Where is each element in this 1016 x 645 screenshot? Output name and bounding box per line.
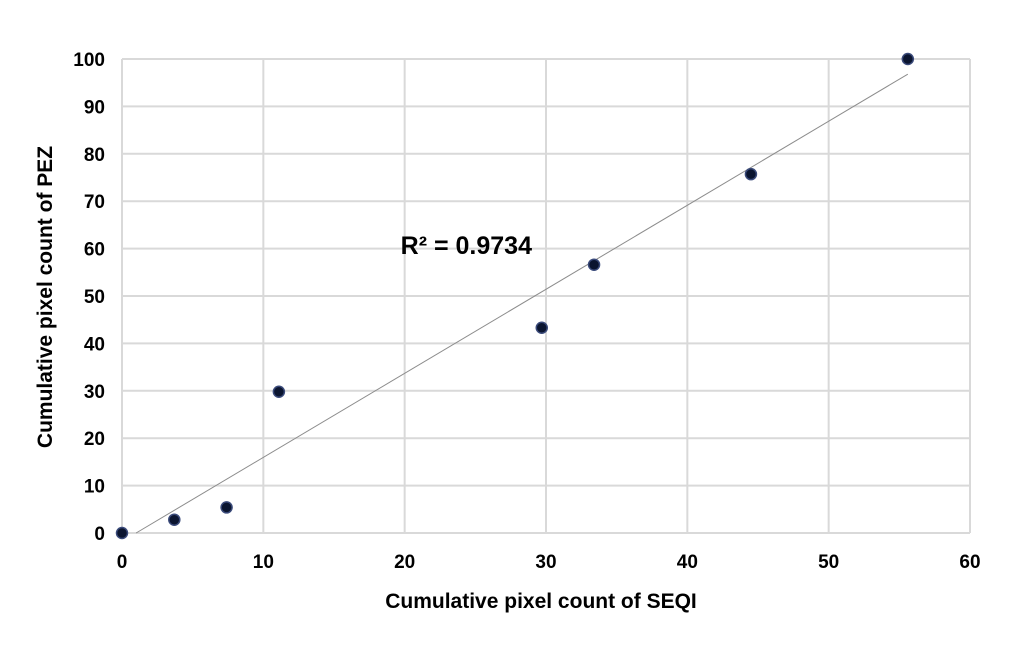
y-tick-label: 0 <box>94 524 105 545</box>
y-tick-label: 30 <box>84 382 105 403</box>
data-point <box>744 167 758 181</box>
x-tick-label: 30 <box>535 552 556 573</box>
x-axis-title: Cumulative pixel count of SEQI <box>385 590 697 613</box>
y-tick-label: 80 <box>84 145 105 166</box>
x-tick-label: 20 <box>394 552 415 573</box>
grid <box>121 58 971 534</box>
data-point <box>220 501 233 514</box>
y-tick-label: 40 <box>84 334 105 355</box>
data-point <box>272 385 286 398</box>
x-tick-label: 40 <box>677 552 698 573</box>
y-axis-ticks: 0 10 20 30 40 50 60 70 80 90 100 <box>73 50 105 545</box>
linear-trendline <box>135 73 909 534</box>
data-point <box>535 321 549 335</box>
y-tick-label: 100 <box>73 50 105 71</box>
data-points <box>115 52 915 540</box>
y-tick-label: 90 <box>84 97 105 118</box>
x-axis-ticks: 0 10 20 30 40 50 60 <box>117 552 981 573</box>
x-tick-label: 0 <box>117 552 128 573</box>
data-point <box>115 526 129 540</box>
y-axis-title: Cumulative pixel count of PEZ <box>34 146 57 448</box>
data-point <box>168 513 181 526</box>
x-tick-label: 60 <box>959 552 980 573</box>
y-tick-label: 10 <box>84 477 105 498</box>
x-tick-label: 50 <box>818 552 839 573</box>
data-point <box>587 258 601 271</box>
trendline-group <box>135 73 909 534</box>
y-tick-label: 50 <box>84 287 105 308</box>
data-point <box>901 52 915 66</box>
x-tick-label: 10 <box>253 552 274 573</box>
y-tick-label: 20 <box>84 429 105 450</box>
r-squared-annotation: R² = 0.9734 <box>401 232 532 260</box>
y-tick-label: 60 <box>84 240 105 261</box>
y-tick-label: 70 <box>84 192 105 213</box>
